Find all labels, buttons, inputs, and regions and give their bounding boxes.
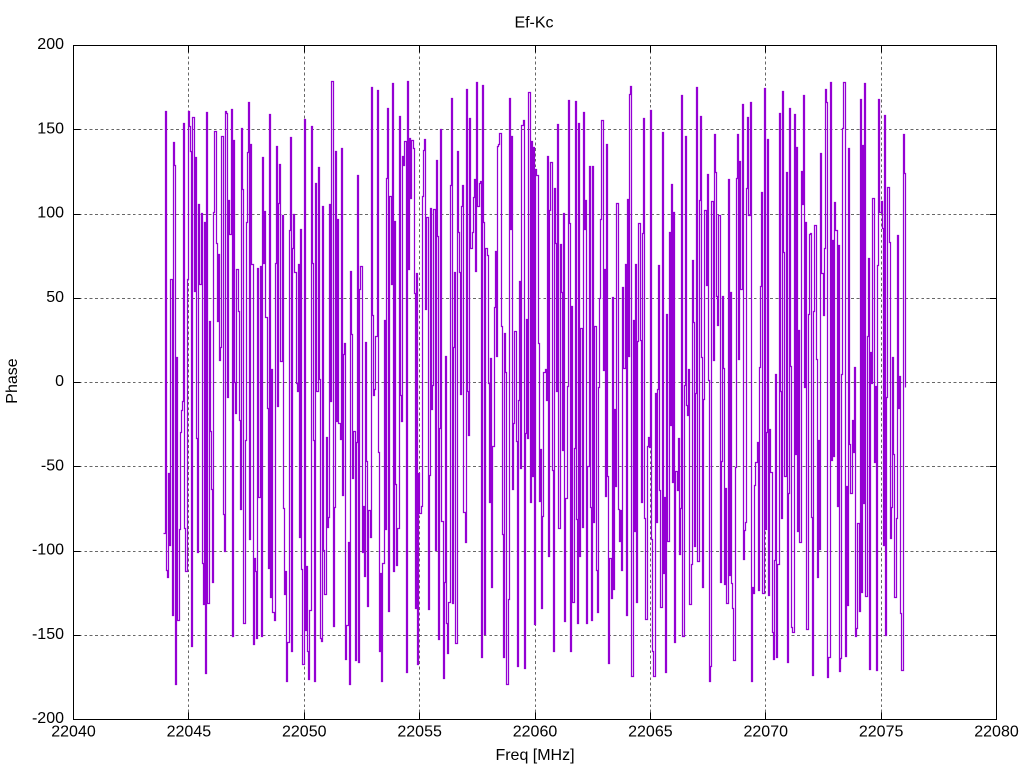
svg-text:-100: -100 [32, 542, 64, 559]
svg-text:Phase: Phase [4, 358, 21, 403]
svg-text:22065: 22065 [628, 724, 673, 741]
svg-text:22060: 22060 [513, 724, 558, 741]
svg-text:50: 50 [46, 289, 64, 306]
svg-text:-150: -150 [32, 626, 64, 643]
svg-text:100: 100 [37, 205, 64, 222]
svg-text:150: 150 [37, 120, 64, 137]
svg-text:22055: 22055 [397, 724, 442, 741]
svg-text:22050: 22050 [282, 724, 327, 741]
svg-text:22040: 22040 [51, 724, 96, 741]
svg-text:22080: 22080 [974, 724, 1019, 741]
svg-text:-200: -200 [32, 710, 64, 727]
svg-text:22045: 22045 [167, 724, 212, 741]
svg-text:-50: -50 [41, 457, 64, 474]
svg-text:Freq [MHz]: Freq [MHz] [495, 747, 574, 764]
svg-text:22070: 22070 [744, 724, 789, 741]
svg-text:Ef-Kc: Ef-Kc [514, 15, 553, 32]
svg-text:22075: 22075 [859, 724, 904, 741]
svg-text:0: 0 [55, 373, 64, 390]
svg-text:200: 200 [37, 36, 64, 53]
